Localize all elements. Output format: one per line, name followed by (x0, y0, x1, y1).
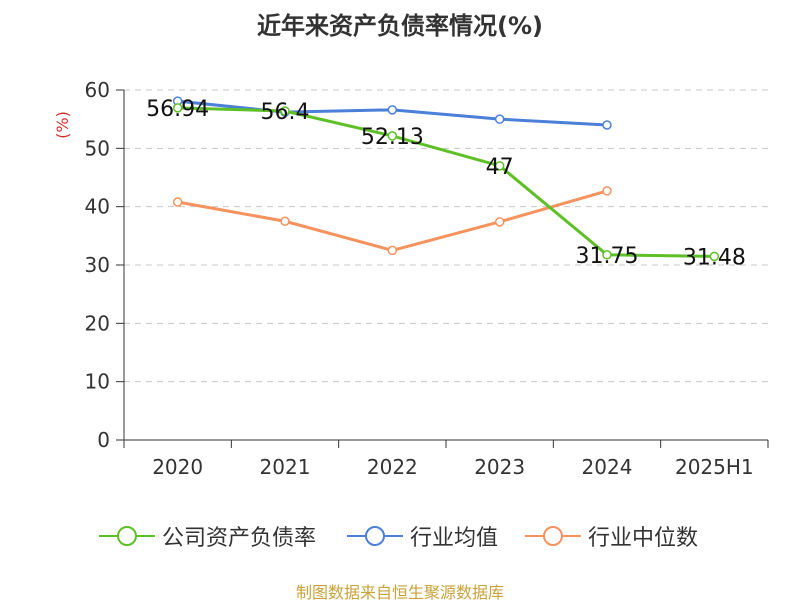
data-point (494, 217, 505, 227)
data-labels: 56.94 56.4 52.13 47 31.75 31.48 (146, 97, 746, 271)
data-label: 52.13 (361, 125, 424, 150)
data-point (387, 131, 398, 141)
data-point (172, 103, 183, 113)
legend: 公司资产负债率 行业均值 行业中位数 (0, 520, 800, 552)
x-tick-label: 2022 (367, 455, 418, 479)
y-tick-label: 30 (85, 253, 110, 277)
grid-lines (124, 89, 768, 383)
y-tick-label: 60 (85, 78, 110, 102)
data-label: 31.48 (683, 245, 746, 270)
data-point (387, 245, 398, 256)
chart-title: 近年来资产负债率情况(%) (257, 12, 543, 40)
x-tick-label: 2024 (582, 455, 633, 479)
data-label: 31.75 (576, 244, 639, 269)
legend-marker-icon (347, 526, 403, 546)
y-tick-label: 40 (85, 195, 110, 219)
source-note: 制图数据来自恒生聚源数据库 (295, 583, 504, 602)
data-point (709, 251, 720, 262)
data-point (602, 250, 612, 260)
legend-item-industry-average[interactable]: 行业均值 (346, 520, 498, 552)
data-point (387, 105, 398, 115)
x-tick-label: 2020 (152, 455, 203, 479)
data-label: 47 (486, 155, 514, 180)
data-point (602, 186, 612, 196)
y-axis-label: (%) (53, 111, 72, 139)
x-tick-label: 2023 (474, 455, 525, 479)
data-point (172, 197, 183, 207)
legend-label: 公司资产负债率 (162, 526, 317, 551)
y-tick-label: 50 (85, 136, 110, 160)
data-point (602, 120, 612, 130)
x-tick-label: 2021 (260, 455, 311, 479)
y-tick-label: 10 (85, 370, 110, 394)
legend-item-industry-median[interactable]: 行业中位数 (524, 520, 698, 552)
axes: 0 10 20 30 40 50 60 2020 2021 2022 2023 2024 2025H1 (85, 78, 769, 479)
data-point (494, 161, 505, 171)
data-point (494, 114, 505, 124)
data-point (280, 106, 290, 116)
legend-item-company[interactable]: 公司资产负债率 (98, 520, 316, 552)
legend-label: 行业均值 (410, 526, 499, 551)
y-tick-label: 0 (97, 428, 110, 452)
series-line (177, 106, 715, 258)
series-lines (172, 96, 720, 262)
data-point (280, 216, 290, 226)
legend-marker-icon (525, 526, 581, 546)
data-label: 56.4 (261, 100, 310, 125)
legend-label: 行业中位数 (588, 526, 699, 551)
x-tick-label: 2025H1 (675, 455, 754, 479)
y-tick-label: 20 (85, 311, 110, 335)
legend-marker-icon (99, 526, 155, 546)
data-label: 56.94 (146, 97, 209, 122)
